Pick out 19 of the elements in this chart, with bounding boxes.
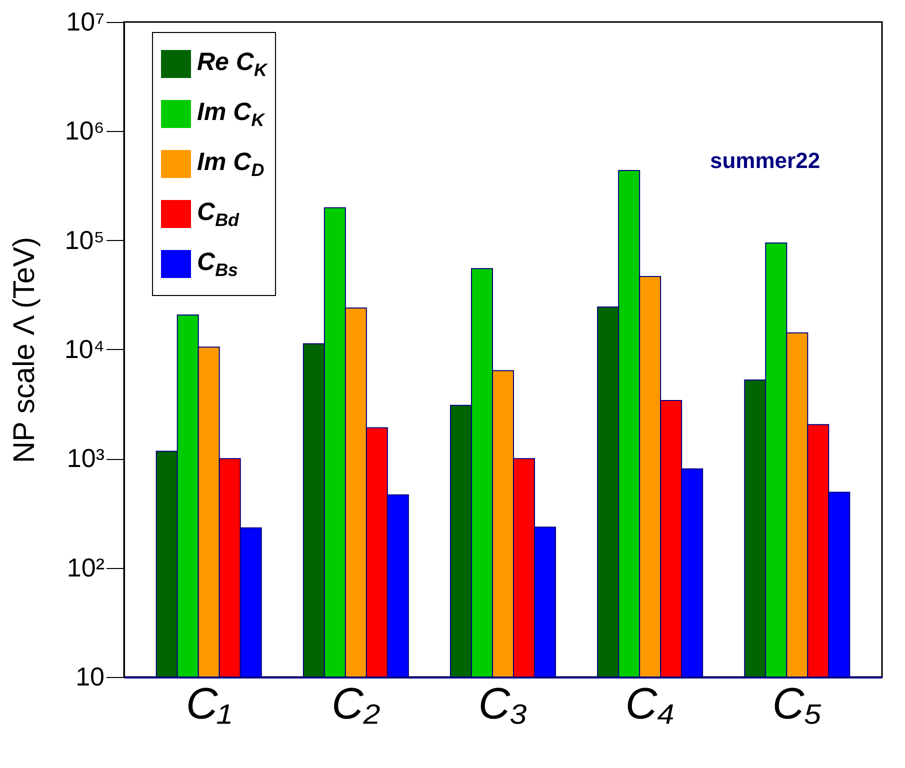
legend-label: Im C$_{K}$ [197, 98, 264, 130]
x-tick-label: C₁ [186, 680, 232, 728]
y-tick-label: 10⁶ [64, 116, 104, 146]
x-tick-label: C₄ [625, 680, 675, 728]
y-tick-label: 10³ [66, 443, 105, 474]
x-tick-label: C₂ [332, 680, 380, 728]
legend-label: C$_{Bs}$ [197, 248, 238, 280]
legend-label: C$_{Bd}$ [197, 198, 240, 230]
legend-label: Im C$_{D}$ [197, 148, 264, 180]
legend-label: Re C$_{K}$ [197, 48, 267, 80]
y-tick-label: 10⁷ [66, 6, 104, 36]
x-tick-label: C₅ [772, 680, 822, 728]
y-tick-label: 10⁵ [64, 224, 104, 255]
y-tick-label: 10² [66, 552, 105, 582]
y-axis-title: NP scale Λ (TeV) [8, 236, 42, 463]
x-tick-label: C₃ [478, 680, 528, 728]
y-tick-label: 10 [76, 662, 104, 692]
y-tick-label: 10⁴ [64, 334, 104, 364]
annotation: summer22 [710, 148, 820, 174]
